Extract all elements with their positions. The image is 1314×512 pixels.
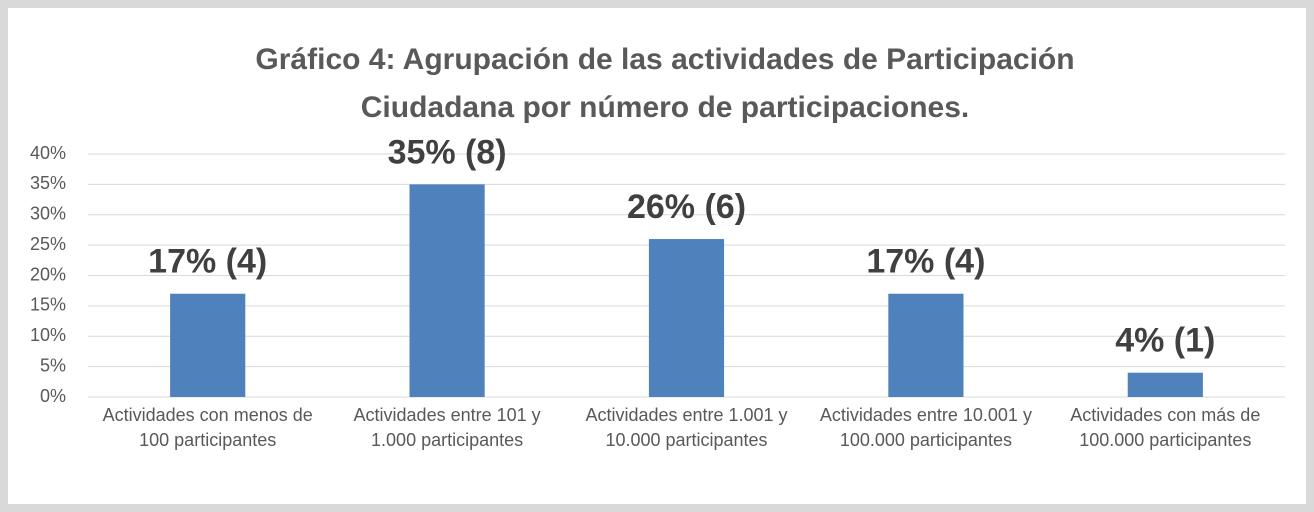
bar — [648, 239, 725, 397]
chart-title: Gráfico 4: Agrupación de las actividades… — [255, 43, 1075, 124]
bar — [1127, 372, 1203, 397]
data-label: 17% (4) — [148, 243, 267, 281]
x-tick-label: Actividades con menos de 100 participant… — [102, 405, 313, 450]
x-tick-label: Actividades con más de 100.000 participa… — [1070, 405, 1261, 450]
data-label: 26% (6) — [627, 188, 746, 226]
data-label: 35% (8) — [388, 133, 507, 171]
data-label: 4% (1) — [1115, 322, 1215, 360]
x-tick-label: Actividades entre 1.001 y 10.000 partici… — [585, 405, 788, 450]
y-tick-label: 0% — [40, 386, 66, 406]
y-tick-label: 15% — [30, 295, 66, 315]
data-label: 17% (4) — [866, 243, 985, 281]
bar — [888, 293, 964, 397]
bar — [170, 293, 246, 397]
chart-area: 0% 5% 10% 15% 20% 25% 30% 35% 40% 17% (4) 35% (8) 2… — [8, 8, 1306, 504]
y-tick-label: 40% — [30, 143, 66, 163]
y-tick-label: 25% — [30, 234, 66, 254]
y-tick-label: 30% — [30, 204, 66, 224]
y-tick-label: 20% — [30, 264, 66, 284]
chart: 0% 5% 10% 15% 20% 25% 30% 35% 40% 17% (4) 35% (8) 2… — [30, 133, 1285, 406]
y-tick-label: 5% — [40, 355, 66, 375]
x-tick-label: Actividades entre 10.001 y 100.000 parti… — [819, 405, 1032, 450]
y-tick-label: 10% — [30, 325, 66, 345]
y-tick-label: 35% — [30, 173, 66, 193]
bar — [409, 184, 485, 397]
x-tick-label: Actividades entre 101 y 1.000 participan… — [353, 405, 541, 450]
